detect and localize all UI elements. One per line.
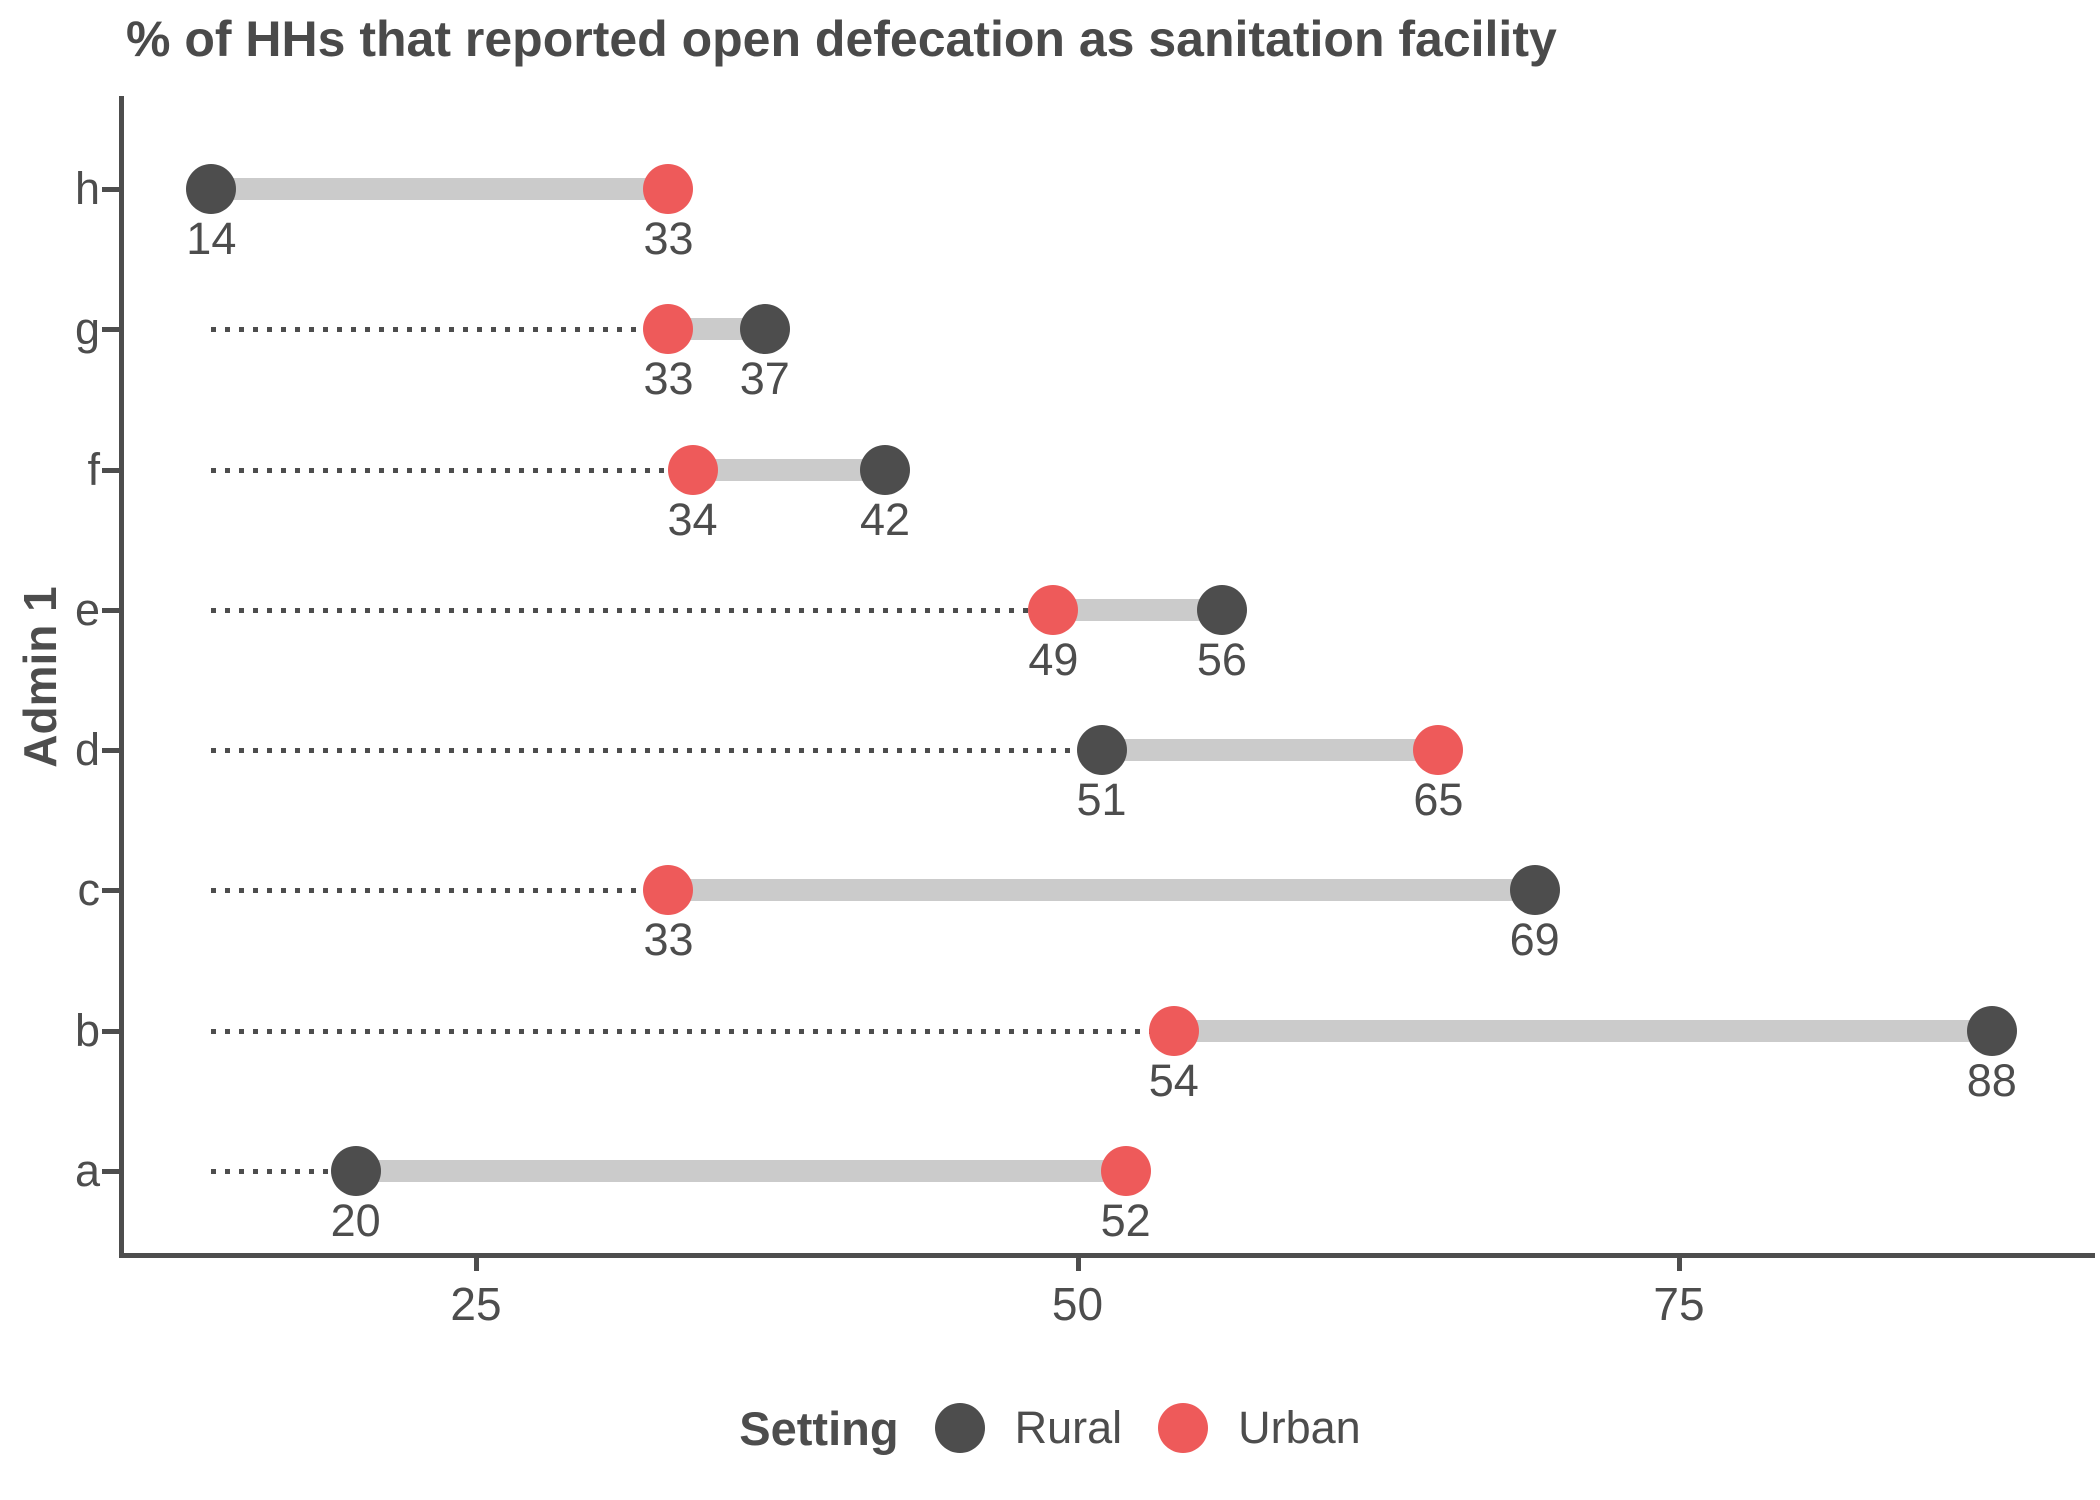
legend-swatch-rural <box>934 1403 985 1453</box>
leader-line-d <box>211 748 1102 754</box>
data-point-rural-h <box>186 164 237 214</box>
y-tick <box>102 1028 119 1034</box>
data-point-urban-d <box>1413 725 1464 776</box>
y-tick-label-f: f <box>87 443 100 495</box>
legend: Setting Rural Urban <box>0 1398 2100 1458</box>
y-tick <box>102 327 119 333</box>
chart-title: % of HHs that reported open defecation a… <box>126 11 1557 67</box>
y-tick-label-a: a <box>74 1144 100 1196</box>
connector-bar-c <box>668 879 1535 902</box>
data-point-urban-e <box>1028 584 1079 635</box>
value-label-urban-e: 49 <box>1028 633 1079 685</box>
y-tick-label-h: h <box>74 163 100 214</box>
value-label-rural-d: 51 <box>1076 774 1127 826</box>
leader-line-f <box>211 467 693 473</box>
data-point-rural-c <box>1509 865 1560 916</box>
value-label-urban-c: 33 <box>643 914 694 966</box>
legend-title: Setting <box>739 1401 899 1455</box>
data-point-urban-g <box>643 304 694 355</box>
leader-line-e <box>211 607 1054 613</box>
y-tick-label-g: g <box>74 303 100 355</box>
y-tick-label-c: c <box>77 864 101 916</box>
y-tick <box>102 187 119 192</box>
value-label-urban-a: 52 <box>1100 1194 1151 1246</box>
value-label-rural-h: 14 <box>186 213 237 264</box>
value-label-urban-h: 33 <box>643 213 694 264</box>
data-point-urban-f <box>667 444 718 495</box>
leader-line-b <box>211 1028 1174 1034</box>
leader-line-g <box>211 327 669 333</box>
data-point-urban-b <box>1148 1005 1199 1056</box>
value-label-rural-a: 20 <box>330 1194 381 1246</box>
value-label-rural-f: 42 <box>859 493 911 545</box>
data-point-urban-a <box>1100 1145 1151 1196</box>
connector-bar-f <box>692 458 885 481</box>
x-axis-line <box>119 1253 2095 1258</box>
x-tick <box>1677 1258 1682 1271</box>
value-label-urban-b: 54 <box>1148 1054 1199 1106</box>
value-label-rural-g: 37 <box>739 353 790 405</box>
x-tick-label: 75 <box>1653 1278 1705 1330</box>
connector-bar-h <box>211 178 669 200</box>
data-point-rural-d <box>1076 725 1127 776</box>
leader-line-a <box>211 1168 356 1174</box>
value-label-rural-b: 88 <box>1966 1054 2017 1106</box>
y-axis-line <box>119 96 124 1258</box>
y-tick-label-d: d <box>74 724 100 776</box>
value-label-urban-g: 33 <box>643 353 694 405</box>
connector-bar-e <box>1053 598 1222 621</box>
x-tick <box>474 1258 479 1271</box>
connector-bar-d <box>1101 739 1439 762</box>
y-tick-label-e: e <box>74 583 100 635</box>
data-point-urban-c <box>643 865 694 916</box>
legend-label-rural: Rural <box>1014 1402 1123 1453</box>
data-point-rural-a <box>330 1145 381 1196</box>
y-tick <box>102 888 119 894</box>
data-point-rural-f <box>860 444 911 495</box>
y-tick <box>102 607 119 613</box>
data-point-rural-b <box>1966 1005 2017 1056</box>
leader-line-c <box>211 888 669 894</box>
y-tick-label-b: b <box>74 1004 100 1056</box>
x-tick <box>1075 1258 1081 1271</box>
connector-bar-b <box>1173 1019 1992 1042</box>
y-tick <box>102 467 119 473</box>
value-label-urban-f: 34 <box>667 493 718 545</box>
data-point-urban-h <box>643 164 694 214</box>
value-label-rural-e: 56 <box>1196 633 1247 685</box>
legend-item-urban: Urban <box>1158 1402 1361 1454</box>
x-tick-label: 25 <box>450 1278 502 1330</box>
data-point-rural-e <box>1196 584 1247 635</box>
data-point-rural-g <box>739 304 790 355</box>
legend-item-rural: Rural <box>934 1402 1123 1454</box>
y-tick <box>102 1168 119 1174</box>
x-tick-label: 50 <box>1051 1278 1104 1330</box>
connector-bar-a <box>355 1159 1126 1182</box>
value-label-urban-d: 65 <box>1413 774 1464 826</box>
y-tick <box>102 748 119 754</box>
legend-label-urban: Urban <box>1238 1402 1361 1453</box>
legend-swatch-urban <box>1158 1403 1209 1453</box>
value-label-rural-c: 69 <box>1509 914 1560 966</box>
